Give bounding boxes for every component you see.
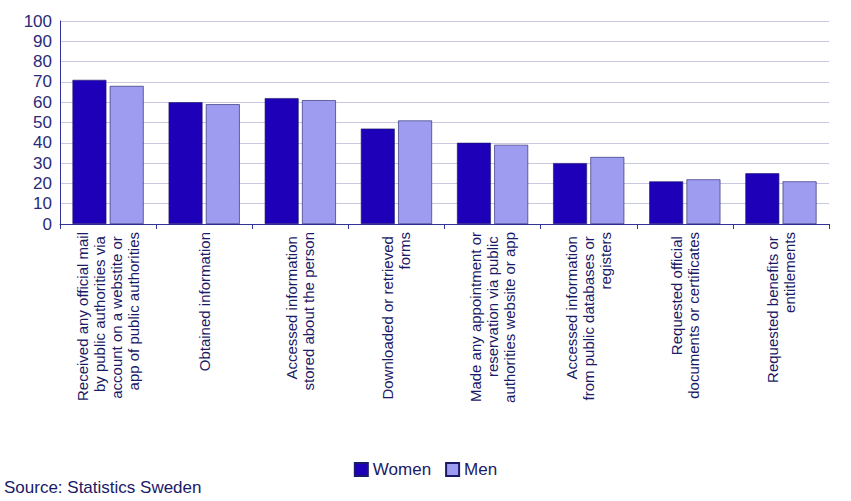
svg-text:90: 90 bbox=[33, 32, 52, 51]
svg-text:from public databases or: from public databases or bbox=[580, 232, 597, 400]
svg-text:Accessed information: Accessed information bbox=[563, 232, 580, 380]
svg-text:60: 60 bbox=[33, 93, 52, 112]
svg-text:50: 50 bbox=[33, 113, 52, 132]
svg-text:Received any official mail: Received any official mail bbox=[74, 232, 91, 401]
svg-text:Downloaded or retrieved: Downloaded or retrieved bbox=[379, 232, 396, 400]
svg-text:Source: Statistics Sweden: Source: Statistics Sweden bbox=[4, 478, 201, 497]
svg-text:stored about the person: stored about the person bbox=[300, 232, 317, 390]
svg-text:Requested official: Requested official bbox=[668, 232, 685, 355]
svg-text:by public authorities via: by public authorities via bbox=[91, 232, 108, 396]
svg-text:Made any appointment or: Made any appointment or bbox=[467, 232, 484, 402]
svg-text:reservation via public: reservation via public bbox=[484, 232, 501, 381]
svg-text:Men: Men bbox=[464, 460, 497, 479]
svg-text:0: 0 bbox=[43, 215, 52, 234]
svg-text:100: 100 bbox=[24, 12, 52, 31]
svg-text:20: 20 bbox=[33, 174, 52, 193]
svg-text:forms: forms bbox=[396, 232, 413, 270]
svg-text:70: 70 bbox=[33, 72, 52, 91]
svg-text:documents or certificates: documents or certificates bbox=[685, 232, 702, 399]
svg-text:registers: registers bbox=[597, 232, 614, 290]
svg-text:entitlements: entitlements bbox=[781, 232, 798, 313]
svg-text:Requested benefits or: Requested benefits or bbox=[764, 232, 781, 383]
svg-text:40: 40 bbox=[33, 133, 52, 152]
svg-text:80: 80 bbox=[33, 52, 52, 71]
svg-text:10: 10 bbox=[33, 194, 52, 213]
svg-text:Accessed information: Accessed information bbox=[283, 232, 300, 380]
svg-text:authorities website or app: authorities website or app bbox=[501, 232, 518, 403]
svg-text:account on a webstite or: account on a webstite or bbox=[108, 232, 125, 399]
svg-text:Women: Women bbox=[373, 460, 431, 479]
svg-text:Obtained information: Obtained information bbox=[196, 232, 213, 371]
svg-text:30: 30 bbox=[33, 154, 52, 173]
svg-text:app of public authorities: app of public authorities bbox=[125, 232, 142, 390]
